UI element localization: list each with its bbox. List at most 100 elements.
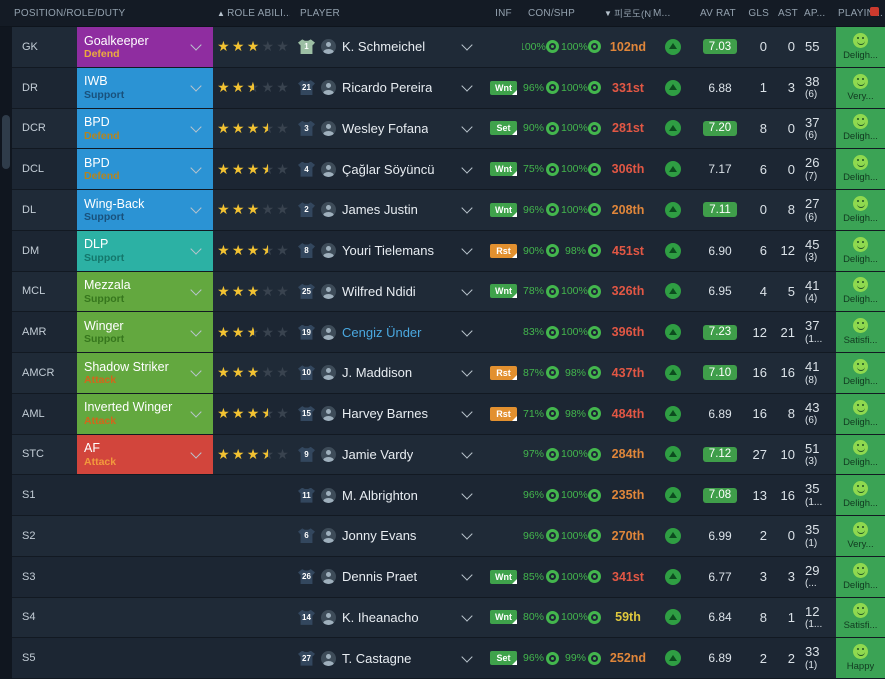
- average-rating: 7.23: [694, 312, 746, 352]
- column-header-fatigue[interactable]: ▼ 피로도(N): [604, 6, 652, 21]
- column-header-position-role-duty[interactable]: POSITION/ROLE/DUTY: [14, 7, 126, 19]
- fatigue-rank: 306th: [611, 162, 645, 177]
- star-icon: ★: [246, 38, 260, 55]
- morale-trend-cell: [652, 394, 694, 434]
- player-cell[interactable]: 19 Cengiz Ünder: [290, 312, 485, 352]
- column-header-av-rat[interactable]: AV RAT: [700, 7, 736, 19]
- morale-cell: Deligh...: [836, 393, 885, 434]
- player-cell[interactable]: 3 Wesley Fofana: [290, 109, 485, 149]
- condition-ring-icon: [546, 162, 559, 176]
- star-icon: ★: [261, 201, 275, 218]
- player-row: S5 27 T. Castagne Set 96% 99% 252nd 6.89 2 2 33 (1)…: [12, 638, 885, 679]
- column-header-inf[interactable]: INF: [495, 7, 512, 19]
- trend-up-icon: [665, 201, 681, 218]
- inf-badge[interactable]: Wnt: [490, 202, 517, 217]
- player-row: DCL BPD Defend ★ ★ ★ ★ ★ ★ 4 Çağlar Söyüncü Wnt 75% 1…: [12, 149, 885, 190]
- column-header-gls[interactable]: GLS: [748, 7, 769, 19]
- inf-badge[interactable]: Rst: [490, 365, 517, 380]
- role-duty-cell[interactable]: DLP Support: [77, 230, 213, 271]
- condition-cell: 96% 100%: [522, 516, 604, 556]
- chevron-down-icon: [461, 406, 473, 418]
- player-cell[interactable]: 10 J. Maddison: [290, 353, 485, 393]
- player-cell[interactable]: 8 Youri Tielemans: [290, 231, 485, 271]
- condition-pct: 96%: [522, 489, 544, 502]
- star-icon: ★: [231, 160, 245, 177]
- column-header-ast[interactable]: AST: [777, 7, 798, 19]
- inf-badge[interactable]: Rst: [490, 243, 517, 258]
- position-label: AMR: [22, 326, 47, 339]
- inf-badge[interactable]: Wnt: [490, 284, 517, 299]
- player-cell[interactable]: 26 Dennis Praet: [290, 557, 485, 597]
- condition-cell: 83% 100%: [522, 312, 604, 352]
- jersey-icon: 6: [298, 528, 315, 544]
- morale-label: Satisfi...: [843, 335, 878, 347]
- role-duty-cell[interactable]: BPD Defend: [77, 149, 213, 189]
- inf-badge[interactable]: Wnt: [490, 610, 517, 625]
- player-cell[interactable]: 25 Wilfred Ndidi: [290, 272, 485, 312]
- goals-value: 12: [752, 324, 767, 340]
- trend-up-icon: [665, 38, 681, 55]
- role-duty-cell[interactable]: Mezzala Support: [77, 271, 213, 312]
- role-name: DLP: [84, 237, 109, 252]
- star-icon: ★ ★: [246, 79, 260, 96]
- player-cell[interactable]: 4 Çağlar Söyüncü: [290, 149, 485, 189]
- condition-pct: 90%: [522, 244, 544, 257]
- player-cell[interactable]: 15 Harvey Barnes: [290, 394, 485, 434]
- inf-badge[interactable]: Wnt: [490, 80, 517, 95]
- inf-badge[interactable]: Wnt: [490, 162, 517, 177]
- role-duty-cell[interactable]: Shadow Striker Attack: [77, 353, 213, 393]
- inf-badge[interactable]: Rst: [490, 406, 517, 421]
- role-ability-stars: ★ ★ ★ ★ ★ ★: [213, 394, 290, 434]
- column-header-morale-trend[interactable]: M...: [653, 7, 671, 19]
- column-header-playing[interactable]: PLAYIN...: [838, 7, 883, 19]
- player-cell[interactable]: 21 Ricardo Pereira: [290, 68, 485, 108]
- player-cell[interactable]: 1 K. Schmeichel: [290, 27, 485, 67]
- role-duty-cell[interactable]: Winger Support: [77, 312, 213, 352]
- role-duty-cell[interactable]: Goalkeeper Defend: [77, 27, 213, 67]
- inf-cell: [485, 475, 522, 515]
- column-header-role-ability[interactable]: ▲ ROLE ABILI...: [213, 8, 290, 19]
- role-duty-cell[interactable]: Wing-Back Support: [77, 190, 213, 230]
- condition-pct: 97%: [522, 448, 544, 461]
- role-duty-cell[interactable]: BPD Defend: [77, 108, 213, 149]
- morale-label: Deligh...: [843, 416, 878, 428]
- player-name: J. Maddison: [342, 365, 413, 381]
- column-header-player[interactable]: PLAYER: [300, 7, 340, 19]
- star-icon: ★: [276, 323, 289, 340]
- fatigue-rank: 341st: [612, 569, 644, 584]
- player-cell[interactable]: 6 Jonny Evans: [290, 516, 485, 556]
- player-cell[interactable]: 27 T. Castagne: [290, 638, 485, 678]
- role-duty-cell[interactable]: AF Attack: [77, 434, 213, 475]
- sharpness-pct: 100%: [561, 203, 588, 216]
- inf-badge[interactable]: Set: [490, 651, 517, 666]
- player-cell[interactable]: 14 K. Iheanacho: [290, 598, 485, 638]
- player-face-icon: [321, 650, 336, 666]
- inf-cell: Rst: [485, 394, 522, 434]
- inf-badge[interactable]: Set: [490, 121, 517, 136]
- goals-value: 16: [752, 365, 767, 381]
- condition-cell: 71% 98%: [522, 394, 604, 434]
- jersey-icon: 14: [298, 609, 315, 625]
- condition-pct: 100%: [522, 40, 546, 53]
- player-row: DR IWB Support ★ ★ ★ ★ ★ ★ 21 Ricardo Pereira Wnt 96…: [12, 67, 885, 109]
- column-header-apps[interactable]: AP...: [804, 7, 826, 19]
- position-label: S4: [22, 611, 36, 624]
- role-ability-stars: ★ ★ ★ ★ ★: [213, 353, 290, 393]
- assists-value: 0: [787, 39, 795, 55]
- morale-trend-cell: [652, 353, 694, 393]
- condition-cell: 75% 100%: [522, 149, 604, 189]
- scrollbar-thumb[interactable]: [2, 115, 10, 169]
- condition-ring-icon: [546, 407, 559, 421]
- position-label: S3: [22, 570, 36, 583]
- column-header-con-shp[interactable]: CON/SHP: [528, 7, 575, 19]
- player-cell[interactable]: 9 Jamie Vardy: [290, 435, 485, 475]
- inf-badge[interactable]: Wnt: [490, 569, 517, 584]
- condition-pct: 83%: [522, 326, 544, 339]
- player-cell[interactable]: 11 M. Albrighton: [290, 475, 485, 515]
- role-duty-cell[interactable]: Inverted Winger Attack: [77, 393, 213, 434]
- role-duty-cell[interactable]: IWB Support: [77, 67, 213, 108]
- player-cell[interactable]: 2 James Justin: [290, 190, 485, 230]
- morale-cell: Deligh...: [836, 108, 885, 149]
- chevron-down-icon: [461, 80, 473, 92]
- assists-value: 0: [787, 120, 795, 136]
